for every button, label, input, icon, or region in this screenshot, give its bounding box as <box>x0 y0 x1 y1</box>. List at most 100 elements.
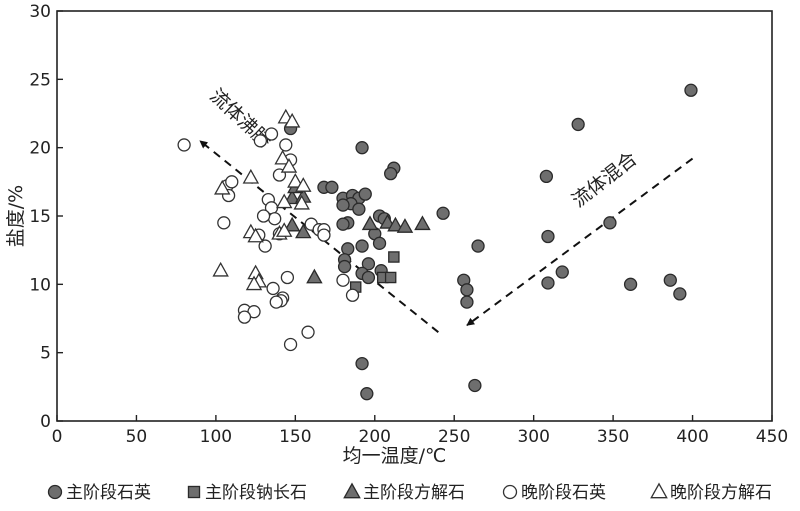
data-point <box>460 283 474 297</box>
data-point <box>603 216 617 230</box>
y-tick-label: 5 <box>40 344 51 364</box>
data-point <box>663 273 677 287</box>
data-point <box>555 265 569 279</box>
legend-label: 晚阶段石英 <box>521 483 606 503</box>
plot-area <box>56 10 773 422</box>
legend-item: 晚阶段石英 <box>502 483 606 503</box>
data-point <box>279 138 293 152</box>
x-tick-label: 300 <box>517 427 549 447</box>
data-point <box>247 227 264 243</box>
series-filled-square <box>349 251 400 293</box>
data-point <box>269 295 283 309</box>
legend-label: 主阶段石英 <box>66 483 151 503</box>
legend-marker <box>650 482 668 499</box>
legend-marker <box>47 484 63 500</box>
annotation-label: 流体混合 <box>568 148 641 212</box>
data-point <box>242 168 260 184</box>
legend-marker <box>187 485 201 499</box>
data-point <box>436 206 450 220</box>
series-open-circle <box>177 127 360 352</box>
x-tick-label: 200 <box>359 427 391 447</box>
series-filled-circle <box>283 83 698 401</box>
data-point <box>471 239 485 253</box>
data-point <box>325 180 339 194</box>
y-tick-label: 30 <box>29 2 51 22</box>
data-point <box>360 387 374 401</box>
data-point <box>361 257 376 271</box>
data-point <box>355 141 369 155</box>
data-point <box>341 242 355 256</box>
data-point <box>177 138 191 152</box>
data-point <box>212 261 229 277</box>
data-point <box>217 216 231 230</box>
x-tick-label: 450 <box>756 427 788 447</box>
data-point <box>684 83 698 97</box>
data-point <box>336 273 350 287</box>
data-point <box>352 202 366 216</box>
series-filled-triangle <box>283 178 431 284</box>
data-point <box>306 268 323 284</box>
data-point <box>358 187 372 201</box>
data-point <box>283 337 298 352</box>
data-point <box>384 166 398 181</box>
data-point <box>274 149 291 165</box>
legend-label: 主阶段钠长石 <box>205 483 307 503</box>
y-axis-title: 盐度/% <box>5 185 27 247</box>
data-point <box>414 215 431 231</box>
data-point <box>293 194 310 210</box>
data-point <box>539 169 554 184</box>
data-point <box>245 275 263 291</box>
data-point <box>355 356 369 371</box>
y-tick-label: 10 <box>29 275 51 295</box>
data-point <box>214 179 231 195</box>
data-point <box>225 175 239 189</box>
data-point <box>541 276 555 290</box>
data-point <box>295 177 312 192</box>
data-point <box>337 259 352 274</box>
data-point <box>266 281 280 296</box>
data-point <box>283 112 301 128</box>
x-tick-label: 350 <box>597 427 629 447</box>
annotation-arrow <box>199 140 439 333</box>
data-point <box>268 212 282 226</box>
data-point <box>280 157 298 173</box>
data-point <box>541 229 555 244</box>
legend-item: 晚阶段方解石 <box>650 482 772 503</box>
data-point <box>283 189 301 205</box>
data-point <box>283 216 301 232</box>
legend-marker <box>343 482 361 499</box>
y-tick-label: 0 <box>40 412 51 432</box>
x-tick-label: 250 <box>438 427 470 447</box>
data-point <box>468 378 482 393</box>
data-point <box>264 127 279 141</box>
data-point <box>258 239 272 253</box>
data-point <box>571 117 585 132</box>
y-tick-label: 20 <box>29 139 51 159</box>
data-point <box>623 277 638 291</box>
data-point <box>336 198 350 212</box>
x-tick-label: 100 <box>200 427 232 447</box>
data-point <box>287 173 304 188</box>
x-tick-label: 50 <box>126 427 148 447</box>
data-point <box>396 218 414 233</box>
data-point <box>295 223 312 239</box>
data-point <box>673 287 687 301</box>
data-point <box>301 325 315 339</box>
legend-item: 主阶段方解石 <box>343 482 465 503</box>
data-point <box>237 310 252 324</box>
data-point <box>355 239 369 253</box>
legend-label: 晚阶段方解石 <box>670 483 772 503</box>
data-point <box>256 209 271 223</box>
data-point <box>317 228 331 242</box>
data-point <box>253 134 268 148</box>
x-tick-label: 400 <box>676 427 708 447</box>
legend-item: 主阶段钠长石 <box>187 483 307 503</box>
data-point <box>361 215 379 231</box>
data-point <box>275 193 293 209</box>
legend-marker <box>502 484 518 500</box>
data-point <box>460 295 474 309</box>
legend-item: 主阶段石英 <box>47 483 151 503</box>
y-tick-label: 15 <box>29 207 51 227</box>
series-open-triangle <box>212 108 312 291</box>
